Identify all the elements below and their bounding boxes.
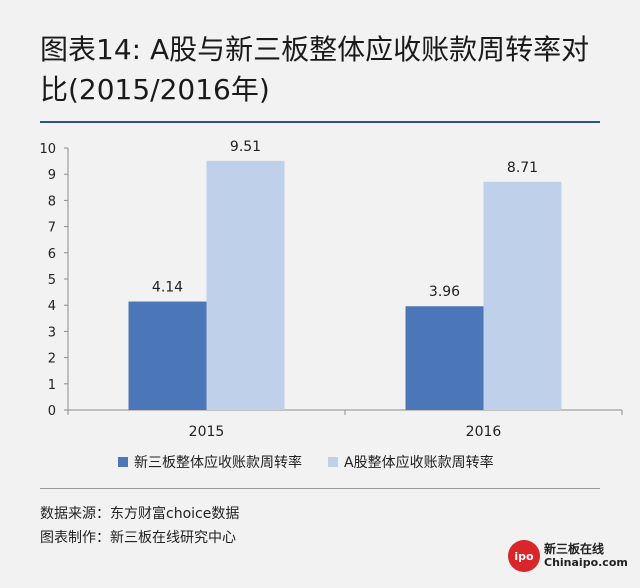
y-tick-label: 4: [48, 299, 56, 314]
logo-name-en: Chinaipo.com: [544, 556, 628, 569]
data-label-2015-series-1: 4.14: [152, 280, 183, 296]
legend-label-series-1: 新三板整体应收账款周转率: [134, 455, 302, 471]
bar-labels: 4.14 9.51 3.96 8.71: [152, 139, 538, 300]
footer-divider: [40, 488, 600, 489]
bar-2015-series-1: [128, 301, 207, 410]
title-divider: [40, 121, 600, 123]
y-tick-label: 5: [48, 273, 56, 288]
legend-item-series-2: A股整体应收账款周转率: [328, 452, 494, 472]
legend-item-series-1: 新三板整体应收账款周转率: [118, 452, 302, 472]
chart-title: 图表14: A股与新三板整体应收账款周转率对比(2015/2016年): [40, 33, 590, 106]
legend-swatch-series-1: [118, 457, 128, 467]
bar-2016-series-1: [405, 306, 484, 410]
source-line: 数据来源：东方财富choice数据: [40, 506, 240, 522]
bar-2015-series-2: [206, 160, 285, 410]
data-label-2016-series-2: 8.71: [507, 160, 538, 176]
bars: [128, 160, 562, 410]
y-tick-label: 8: [48, 194, 56, 209]
y-tick-label: 6: [48, 247, 56, 262]
y-tick-label: 9: [48, 168, 56, 183]
legend-swatch-series-2: [328, 457, 338, 467]
logo-text: 新三板在线 Chinaipo.com: [544, 542, 628, 570]
legend-label-series-2: A股整体应收账款周转率: [344, 455, 494, 471]
bar-chart: 0 1 2 3 4 5 6 7 8 9 10 2015 2016 4.14 9.51 3.96 8.71: [39, 139, 623, 440]
data-label-2016-series-1: 3.96: [429, 284, 460, 300]
x-axis: 2015 2016: [67, 409, 623, 440]
y-tick-label: 2: [48, 352, 56, 367]
maker-line: 图表制作：新三板在线研究中心: [40, 530, 236, 546]
ipo-logo-icon: ipo: [508, 540, 540, 572]
logo-name-cn: 新三板在线: [544, 542, 605, 556]
x-tick-label: 2015: [189, 424, 225, 440]
bar-2016-series-2: [483, 181, 562, 410]
legend: 新三板整体应收账款周转率 A股整体应收账款周转率: [118, 452, 520, 472]
source-notes: 数据来源：东方财富choice数据 图表制作：新三板在线研究中心: [40, 502, 239, 550]
y-tick-label: 0: [48, 404, 56, 419]
brand-logo: ipo 新三板在线 Chinaipo.com: [508, 540, 628, 572]
y-tick-label: 10: [39, 142, 56, 157]
y-tick-label: 1: [48, 378, 56, 393]
y-axis: 0 1 2 3 4 5 6 7 8 9 10: [39, 142, 69, 419]
data-label-2015-series-2: 9.51: [230, 139, 261, 155]
y-tick-label: 3: [48, 325, 56, 340]
y-tick-label: 7: [48, 221, 56, 236]
x-tick-label: 2016: [466, 424, 502, 440]
